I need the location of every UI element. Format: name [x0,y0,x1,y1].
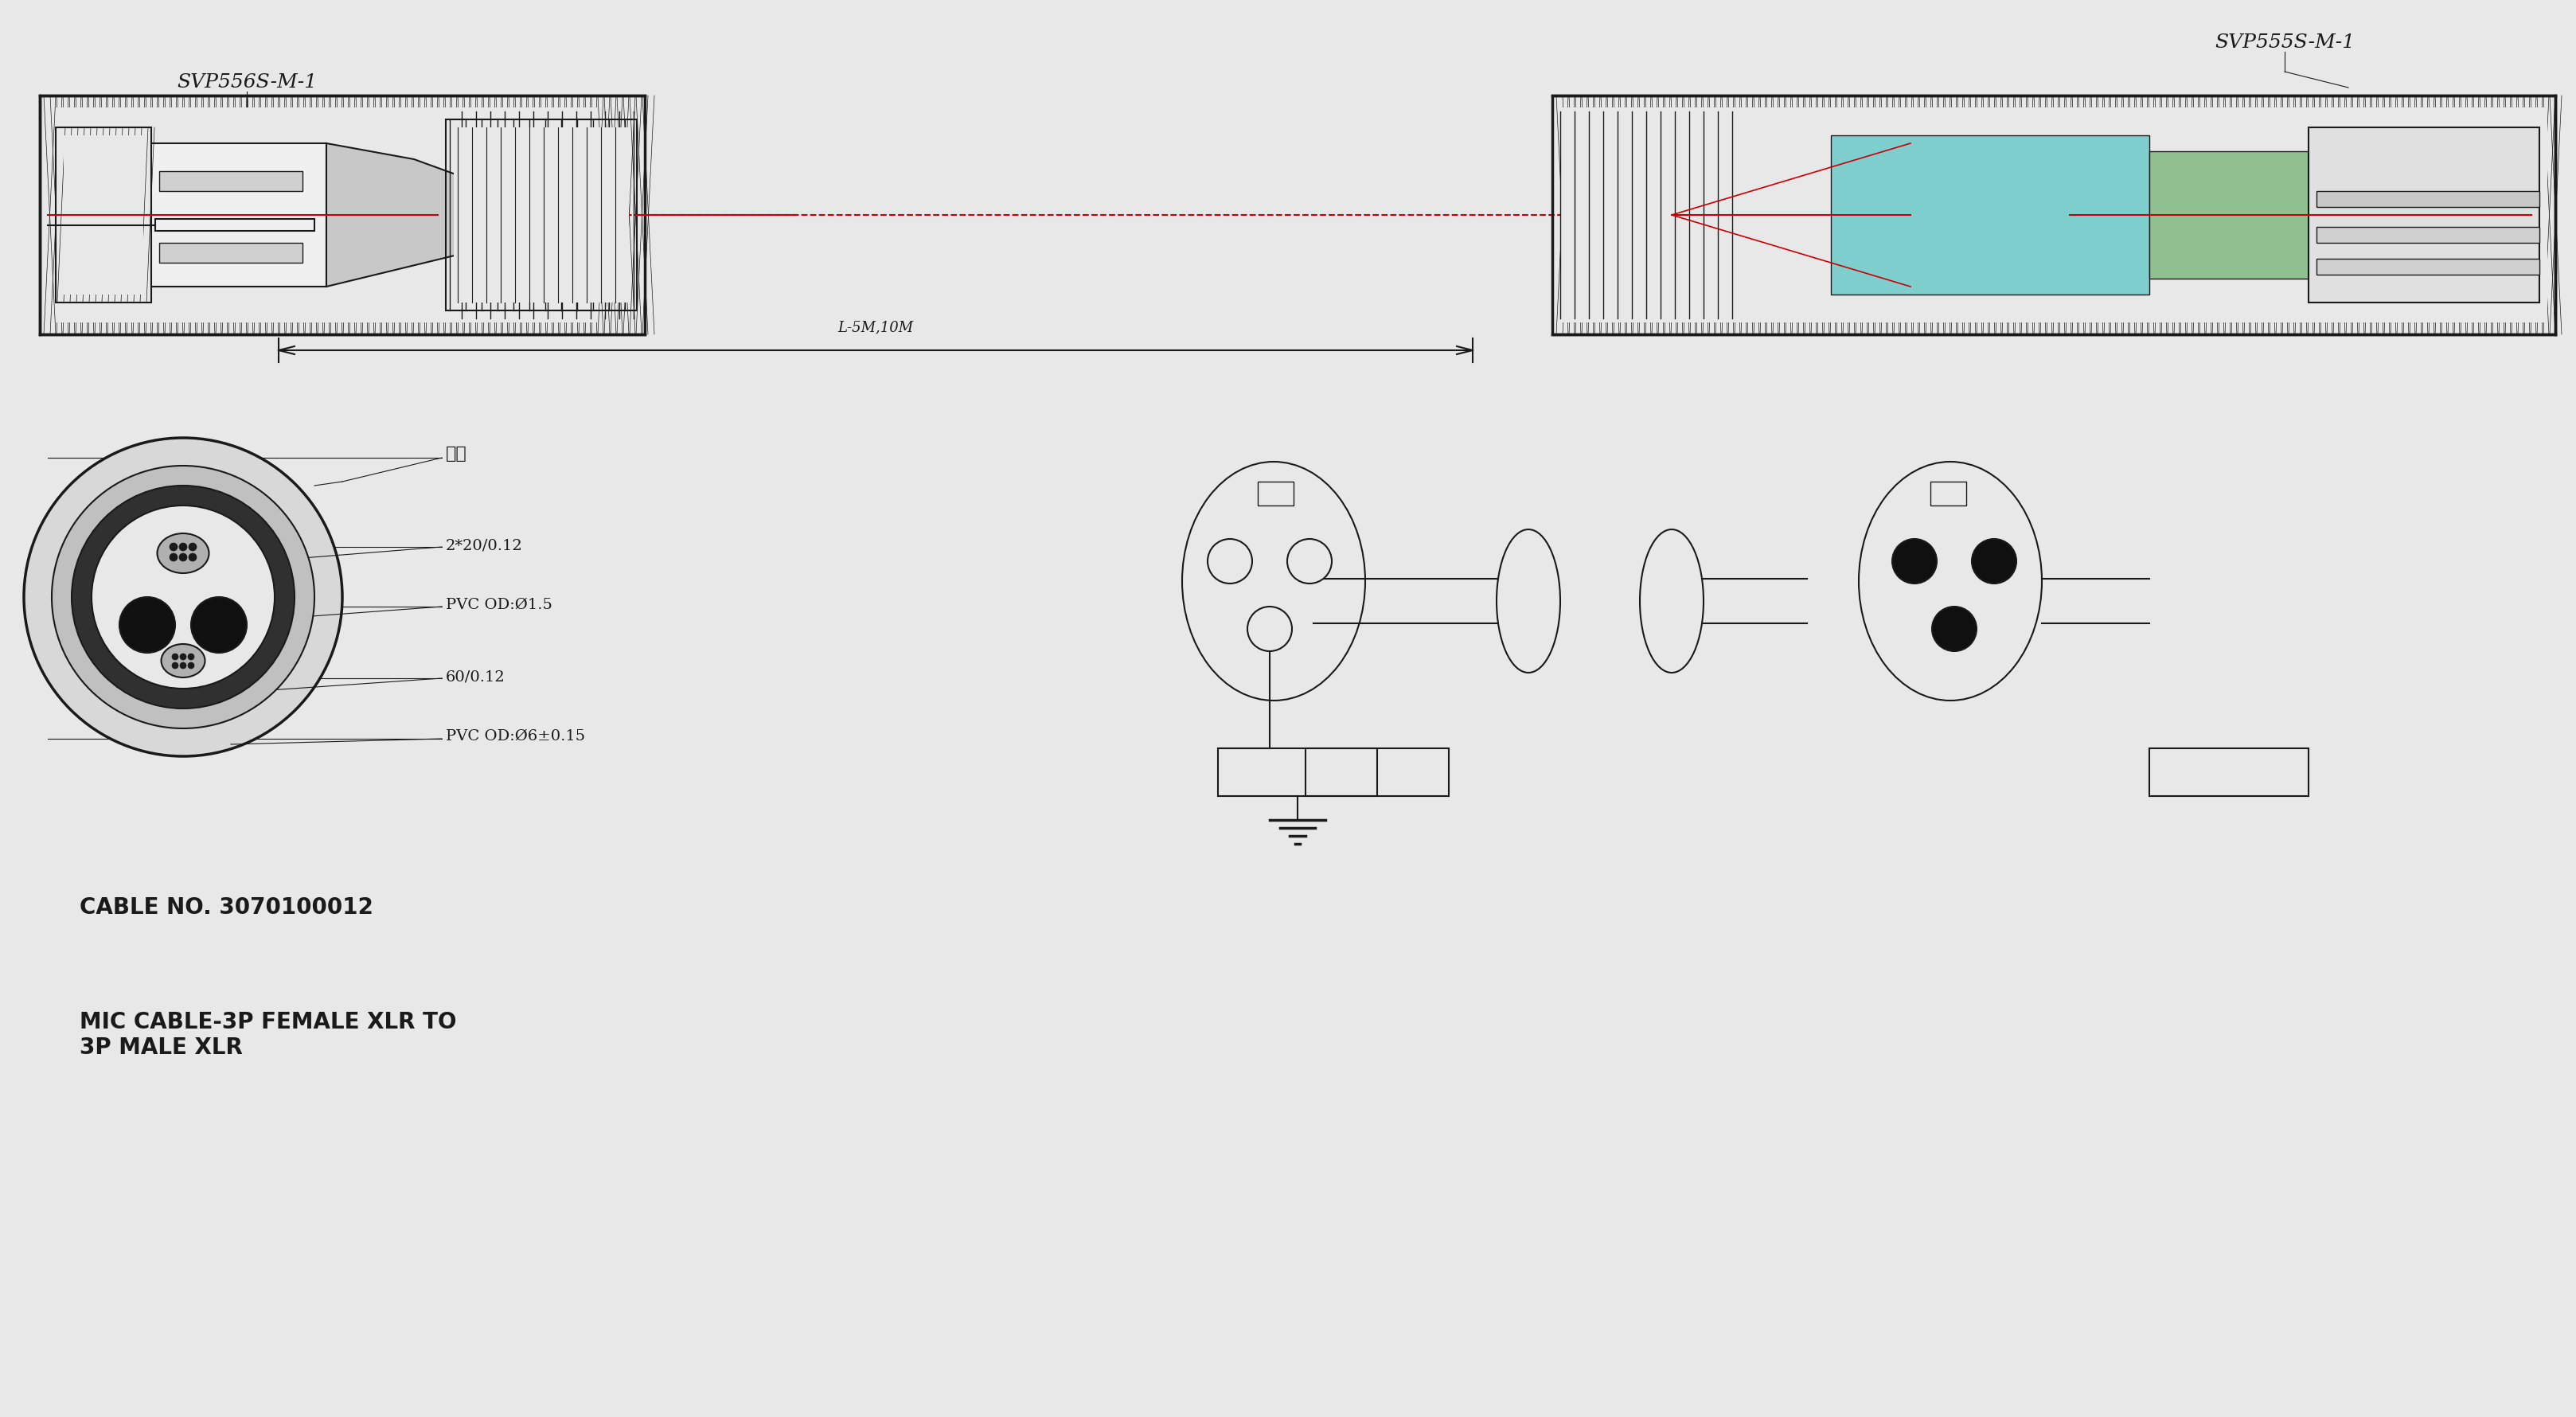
Bar [2316,191,2537,207]
Text: PVC OD:Ø6±0.15: PVC OD:Ø6±0.15 [446,730,585,744]
Text: MIC CABLE-3P FEMALE XLR TO
3P MALE XLR: MIC CABLE-3P FEMALE XLR TO 3P MALE XLR [80,1010,456,1058]
Text: 3: 3 [1965,568,1973,578]
Text: SVP555S-M-1: SVP555S-M-1 [2213,34,2354,52]
Circle shape [52,466,314,728]
Circle shape [180,543,188,551]
Ellipse shape [1182,462,1365,700]
Circle shape [188,553,196,561]
Bar [160,242,301,262]
Ellipse shape [1857,462,2040,700]
Text: 60/0.12: 60/0.12 [446,669,505,684]
Circle shape [188,662,193,669]
Bar [2316,227,2537,242]
Bar [2148,748,2308,796]
Circle shape [1971,538,2017,584]
Circle shape [72,486,294,708]
Bar [1558,108,2548,323]
Bar [15,16,2563,398]
Bar [39,95,644,334]
Bar [446,119,636,310]
Circle shape [191,597,247,653]
Text: 1: 1 [1999,504,2004,514]
Bar [1929,482,1965,506]
Polygon shape [327,143,459,286]
Text: 棉线: 棉线 [446,445,466,462]
Bar [1218,748,1376,796]
Ellipse shape [157,533,209,572]
Text: SVP556S-M-1: SVP556S-M-1 [178,74,317,92]
Text: L-5M,10M: L-5M,10M [837,320,914,334]
Circle shape [170,543,178,551]
Text: 2: 2 [1293,504,1301,514]
Bar [64,136,144,295]
Bar [1832,136,2148,295]
Bar [155,218,314,231]
Circle shape [1288,538,1332,584]
Bar [1551,95,2555,334]
Ellipse shape [1497,530,1558,673]
Bar [2308,128,2537,302]
Circle shape [180,662,185,669]
Bar [57,108,598,323]
Circle shape [1208,538,1252,584]
Circle shape [173,662,178,669]
Text: 2*20/0.12: 2*20/0.12 [446,538,523,553]
Circle shape [180,653,185,660]
Bar [152,143,327,286]
Ellipse shape [162,643,206,677]
Circle shape [118,597,175,653]
Bar [1306,748,1448,796]
Bar [2148,152,2308,279]
Circle shape [188,653,193,660]
Circle shape [170,553,178,561]
Text: 1: 1 [1218,504,1226,514]
Ellipse shape [1638,530,1703,673]
Circle shape [173,653,178,660]
Bar [2316,259,2537,275]
Text: 3: 3 [1249,568,1257,578]
Circle shape [93,506,276,689]
Circle shape [1932,606,1976,652]
Circle shape [180,553,188,561]
Circle shape [1247,606,1291,652]
Circle shape [1891,538,1937,584]
Bar [160,171,301,191]
Text: PVC OD:Ø1.5: PVC OD:Ø1.5 [446,598,551,612]
Circle shape [188,543,196,551]
Bar [453,128,629,302]
Bar [1257,482,1293,506]
Circle shape [23,438,343,757]
Bar [57,128,152,302]
Text: 2: 2 [1922,504,1929,514]
Text: CABLE NO. 3070100012: CABLE NO. 3070100012 [80,897,374,918]
